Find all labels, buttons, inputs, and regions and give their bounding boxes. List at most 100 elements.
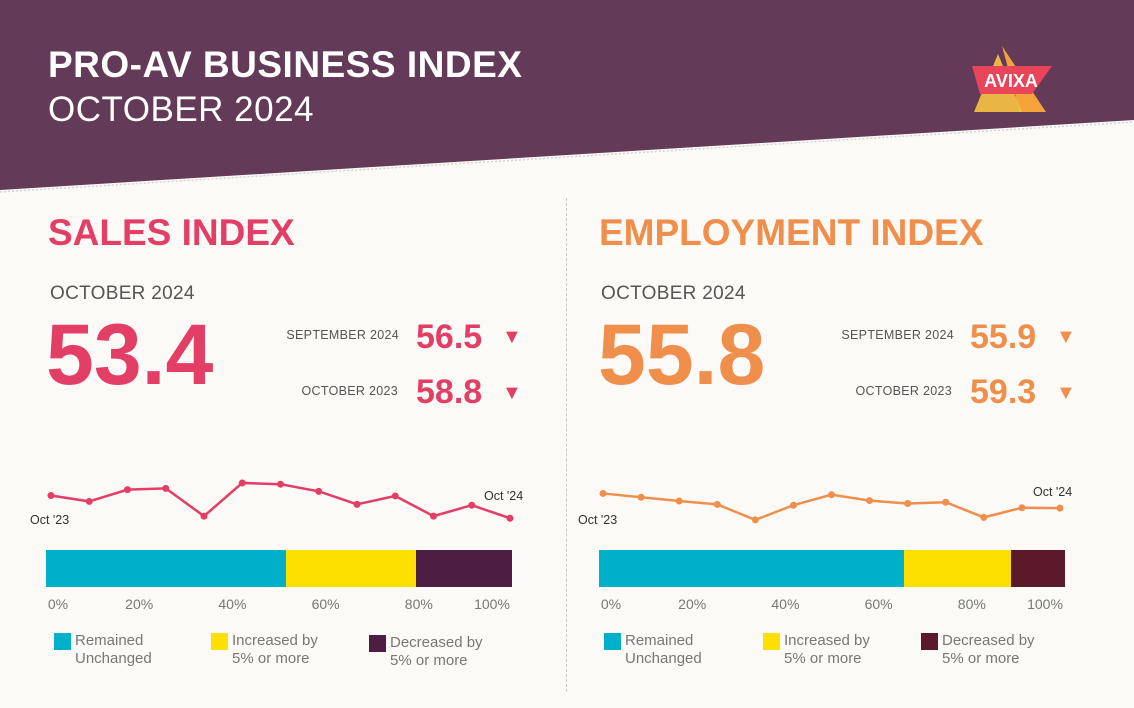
sales-spark-point [315, 487, 323, 495]
sales-spark-point [506, 514, 514, 522]
employment-period: OCTOBER 2024 [601, 283, 746, 304]
legend-text: Decreased by [390, 634, 483, 651]
employment-sparkline [599, 489, 1064, 524]
legend-swatch-increased [763, 633, 780, 650]
panel-divider [566, 198, 567, 692]
employment-spark-point [599, 489, 607, 497]
legend-text: 5% or more [784, 650, 862, 667]
legend-text: Decreased by [942, 632, 1035, 649]
sales-bar-segment-unchanged [46, 550, 287, 587]
employment-cmp-arrow-2: ▼ [1056, 382, 1076, 404]
employment-spark-point [828, 491, 835, 499]
legend-swatch-increased [211, 633, 228, 650]
employment-spark-start-label: Oct '23 [578, 513, 618, 527]
legend-swatch-decreased [369, 635, 386, 652]
sales-spark-point [238, 479, 246, 487]
employment-axis-tick-label: 0% [600, 596, 622, 612]
sales-legend-increased: Increased by 5% or more [211, 632, 318, 668]
employment-cmp-label-1: SEPTEMBER 2024 [841, 328, 954, 342]
legend-text: Increased by [232, 632, 318, 649]
legend-text: Remained [625, 632, 694, 649]
sales-spark-point [468, 501, 476, 509]
sales-axis-tick-label: 20% [125, 596, 154, 612]
legend-text: Increased by [784, 632, 870, 649]
employment-spark-point [675, 497, 683, 505]
legend-text: 5% or more [390, 652, 468, 669]
employment-value: 55.8 [598, 307, 766, 403]
sales-spark-start-label: Oct '23 [30, 513, 70, 527]
employment-spark-point [713, 500, 721, 508]
employment-cmp-value-2: 59.3 [970, 373, 1037, 411]
employment-legend-increased: Increased by 5% or more [763, 632, 870, 668]
employment-axis-tick-label: 60% [864, 596, 893, 612]
employment-bar-segment-decreased [1010, 550, 1065, 587]
employment-spark-point [751, 516, 759, 524]
sales-cmp-value-1: 56.5 [416, 318, 483, 356]
sales-legend-unchanged: Remained Unchanged [54, 632, 152, 668]
sales-spark-end-label: Oct '24 [484, 489, 524, 503]
employment-axis-tick-label: 20% [678, 596, 707, 612]
sales-spark-line [50, 481, 511, 520]
employment-legend-unchanged: Remained Unchanged [604, 632, 702, 668]
sales-legend-decreased: Decreased by 5% or more [369, 634, 483, 670]
employment-spark-point [980, 513, 988, 521]
legend-text: Unchanged [625, 650, 702, 667]
sales-spark-point [430, 512, 437, 520]
sales-cmp-arrow-1: ▼ [502, 326, 522, 348]
sales-spark-point [391, 492, 399, 500]
sales-spark-point [85, 497, 93, 505]
employment-title: EMPLOYMENT INDEX [599, 212, 984, 253]
legend-text: 5% or more [942, 650, 1020, 667]
sales-spark-point [162, 484, 170, 492]
sales-axis-tick-label: 0% [47, 596, 69, 612]
page-title: PRO-AV BUSINESS INDEX [48, 44, 523, 85]
legend-text: Remained [75, 632, 144, 649]
sales-title: SALES INDEX [48, 212, 295, 253]
sales-sparkline [47, 479, 514, 522]
employment-spark-point [942, 498, 950, 506]
sales-spark-point [47, 492, 55, 500]
employment-legend-decreased: Decreased by 5% or more [921, 632, 1035, 668]
employment-spark-end-label: Oct '24 [1033, 485, 1073, 499]
sales-value: 53.4 [46, 307, 214, 403]
header-banner [0, 0, 1134, 193]
employment-cmp-value-1: 55.9 [970, 318, 1037, 356]
svg-text:AVIXA: AVIXA [984, 71, 1038, 91]
sales-axis-tick-label: 60% [311, 596, 340, 612]
employment-spark-point [904, 500, 912, 508]
employment-bar-segment-increased [903, 550, 1011, 587]
legend-swatch-unchanged [54, 633, 71, 650]
page-subtitle: OCTOBER 2024 [48, 90, 315, 129]
employment-panel: EMPLOYMENT INDEX OCTOBER 2024 55.8 SEPTE… [567, 0, 1134, 708]
employment-spark-point [637, 493, 645, 501]
legend-text: Unchanged [75, 650, 152, 667]
sales-spark-point [124, 486, 131, 494]
employment-cmp-label-2: OCTOBER 2023 [855, 384, 952, 398]
sales-spark-point [353, 500, 361, 508]
sales-spark-point [277, 480, 284, 488]
sales-axis-tick-label: 80% [404, 596, 433, 612]
sales-cmp-label-1: SEPTEMBER 2024 [286, 328, 399, 342]
sales-cmp-label-2: OCTOBER 2023 [301, 384, 398, 398]
employment-cmp-arrow-1: ▼ [1056, 326, 1076, 348]
employment-bar-segment-unchanged [599, 550, 904, 587]
sales-axis-tick-label: 40% [218, 596, 247, 612]
sales-bar-segment-decreased [415, 550, 512, 587]
legend-swatch-decreased [921, 633, 938, 650]
sales-axis-tick-label: 100% [474, 596, 510, 612]
employment-spark-point [866, 497, 874, 505]
employment-distribution-bar [599, 550, 1065, 587]
avixa-logo: AVIXA [972, 46, 1052, 112]
sales-distribution-bar [46, 550, 512, 587]
legend-text: 5% or more [232, 650, 310, 667]
employment-axis-tick-label: 100% [1027, 596, 1063, 612]
employment-spark-point [1018, 504, 1026, 512]
sales-cmp-value-2: 58.8 [416, 373, 483, 411]
sales-cmp-arrow-2: ▼ [502, 382, 522, 404]
employment-spark-point [789, 501, 797, 509]
sales-bar-segment-increased [286, 550, 416, 587]
sales-spark-point [200, 512, 208, 520]
employment-spark-point [1056, 504, 1064, 512]
employment-axis-tick-label: 80% [957, 596, 986, 612]
sales-period: OCTOBER 2024 [50, 283, 195, 304]
